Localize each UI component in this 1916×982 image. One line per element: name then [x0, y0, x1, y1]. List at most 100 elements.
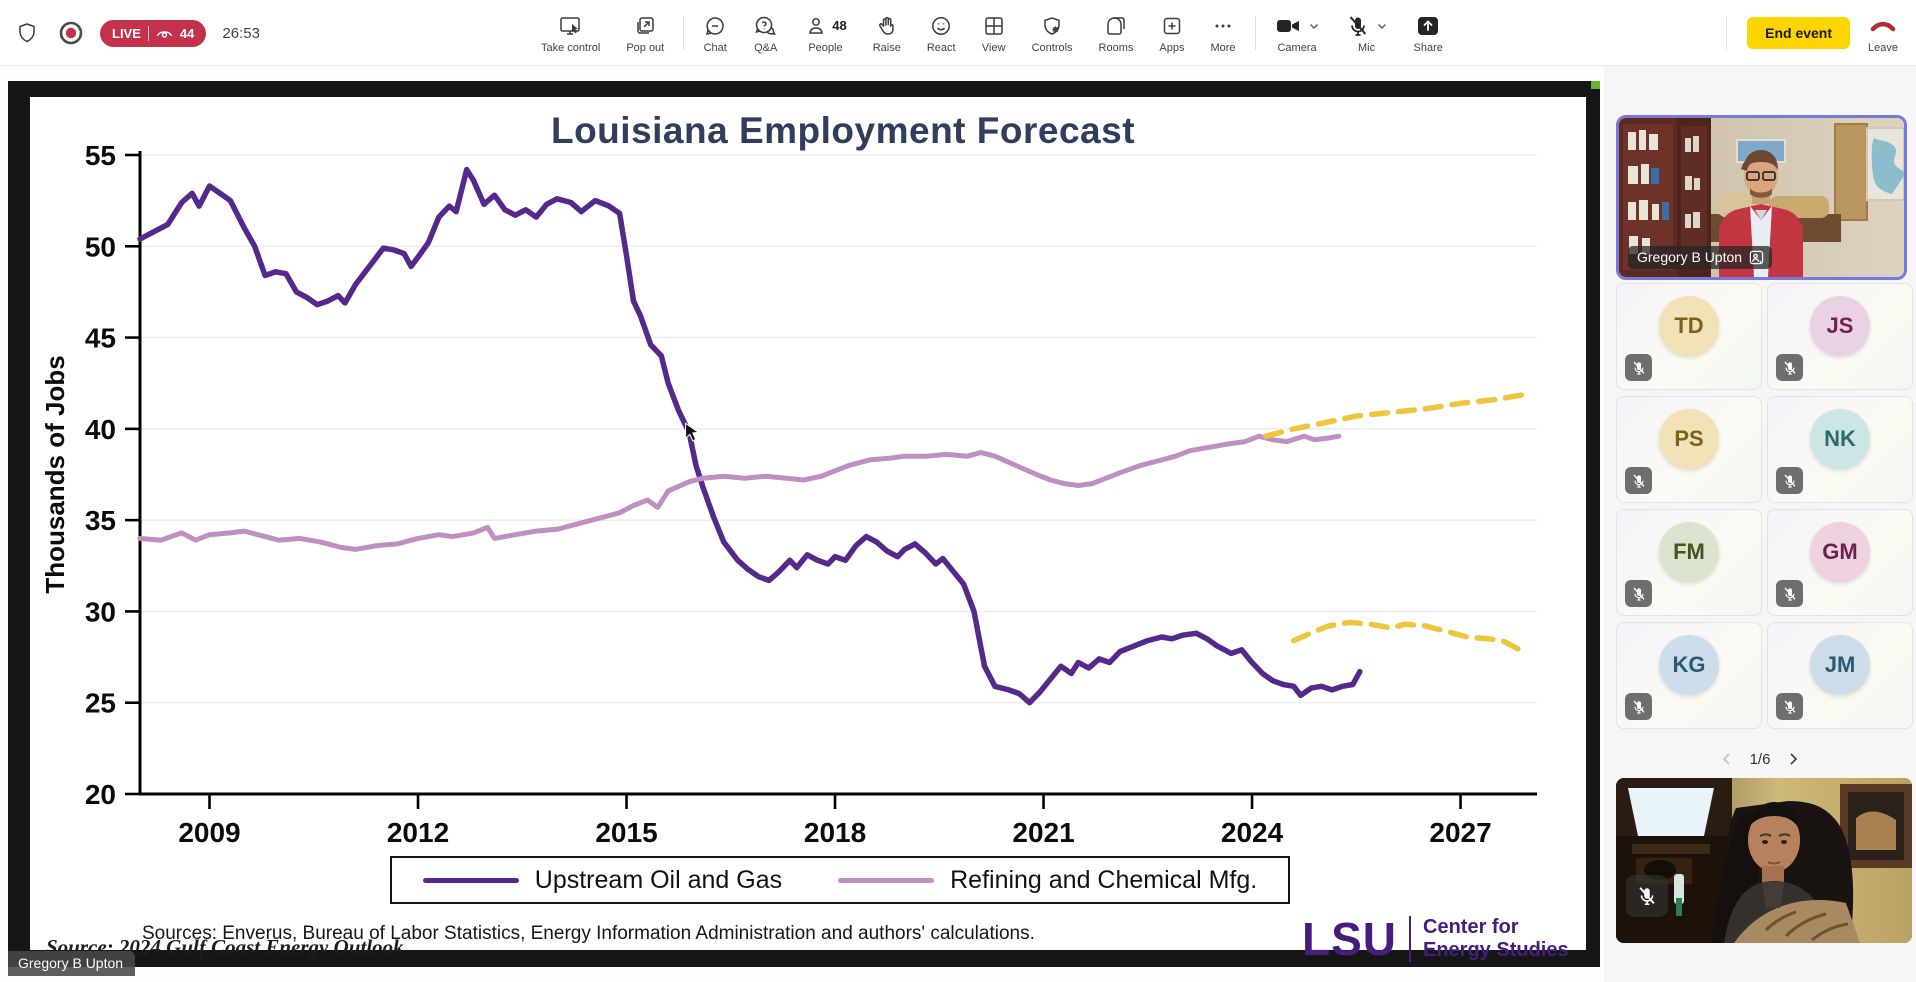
x-tick-label: 2012	[387, 817, 449, 848]
chart-title: Louisiana Employment Forecast	[550, 110, 1136, 151]
avatar: PS	[1659, 409, 1719, 469]
people-count-badge: 48	[832, 18, 847, 33]
camera-chevron-down-icon[interactable]	[1308, 20, 1320, 32]
people-icon	[809, 17, 824, 34]
end-event-button[interactable]: End event	[1747, 17, 1851, 49]
employment-forecast-chart: 20 25 30 35 40 45 50 55 2009 2012 2015 2018 2021 2024…	[40, 140, 1537, 848]
chat-label: Chat	[703, 41, 727, 54]
legend-entry-upstream: Upstream Oil and Gas	[422, 866, 782, 895]
refining-line-swatch	[838, 877, 935, 883]
x-tick-label: 2021	[1012, 817, 1074, 848]
people-button[interactable]: 48 People	[791, 3, 859, 63]
live-badge: LIVE 44	[100, 19, 207, 47]
more-button[interactable]: More	[1197, 3, 1248, 63]
view-label: View	[981, 41, 1006, 54]
mic-muted-badge	[1625, 467, 1652, 494]
pager-page-indicator: 1/6	[1749, 750, 1771, 768]
leave-button[interactable]: Leave	[1864, 3, 1902, 63]
participant-tile-jm[interactable]: JM	[1767, 622, 1913, 729]
lsu-ces-logo: LSU Center for Energy Studies	[1302, 912, 1569, 966]
series-4-line	[1290, 619, 1530, 657]
raise-hand-icon	[878, 16, 894, 35]
share-button[interactable]: Share	[1401, 3, 1456, 63]
take-control-button[interactable]: Take control	[528, 3, 613, 63]
y-tick-label: 40	[85, 414, 116, 445]
x-tick-label: 2009	[178, 817, 240, 848]
security-shield-icon[interactable]	[12, 18, 42, 48]
sharing-indicator	[1591, 81, 1600, 89]
chart-sources-note: Sources: Enverus, Bureau of Labor Statis…	[142, 923, 1035, 944]
attendee-video-tile[interactable]	[1616, 778, 1912, 943]
x-tick-label: 2024	[1221, 817, 1284, 848]
share-label: Share	[1413, 41, 1443, 54]
legend-entry-refining: Refining and Chemical Mfg.	[838, 866, 1257, 895]
qa-label: Q&A	[754, 41, 778, 54]
avatar: NK	[1810, 409, 1870, 469]
pager-previous-icon[interactable]	[1720, 752, 1734, 766]
y-axis-title: Thousands of Jobs	[40, 355, 70, 593]
controls-button[interactable]: Controls	[1019, 3, 1086, 63]
react-button[interactable]: React	[914, 3, 969, 63]
series-2-line	[137, 433, 1342, 552]
participant-tile-ps[interactable]: PS	[1616, 396, 1762, 503]
mic-muted-badge	[1776, 354, 1803, 381]
presenter-name-tag: Gregory B Upton	[8, 951, 136, 976]
controls-label: Controls	[1031, 41, 1073, 54]
avatar: JS	[1810, 296, 1870, 356]
upstream-line-swatch	[422, 877, 519, 883]
participant-tile-fm[interactable]: FM	[1616, 509, 1762, 616]
mic-muted-badge	[1625, 354, 1652, 381]
mouse-cursor	[685, 422, 700, 442]
speaker-name-tag: Gregory B Upton	[1628, 246, 1773, 269]
qa-button[interactable]: Q&A	[740, 3, 791, 63]
apps-button[interactable]: Apps	[1146, 3, 1197, 63]
toolbar-divider	[1726, 16, 1728, 50]
y-tick-label: 50	[85, 231, 116, 262]
toolbar-divider	[683, 16, 685, 50]
live-divider	[147, 25, 149, 41]
mic-label: Mic	[1357, 41, 1376, 54]
y-tick-label: 25	[85, 688, 116, 719]
pop-out-icon	[637, 16, 655, 34]
apps-label: Apps	[1159, 41, 1185, 54]
viewers-eye-icon	[156, 30, 173, 38]
spotlight-icon[interactable]	[1749, 250, 1764, 265]
chat-icon	[706, 16, 724, 35]
leave-label: Leave	[1868, 41, 1898, 54]
avatar: GM	[1810, 522, 1870, 582]
take-control-label: Take control	[541, 41, 601, 54]
chart-legend: Upstream Oil and Gas Refining and Chemic…	[390, 856, 1290, 904]
apps-plus-icon	[1163, 17, 1181, 34]
x-tick-label: 2018	[804, 817, 866, 848]
rooms-button[interactable]: Rooms	[1086, 3, 1147, 63]
chat-button[interactable]: Chat	[690, 3, 740, 63]
participant-tile-td[interactable]: TD	[1616, 283, 1762, 390]
view-button[interactable]: View	[969, 3, 1019, 63]
viewer-count: 44	[179, 25, 195, 41]
speaker-video-tile[interactable]: Gregory B Upton	[1616, 115, 1907, 280]
rooms-label: Rooms	[1098, 41, 1134, 54]
participant-tile-nk[interactable]: NK	[1767, 396, 1913, 503]
series-1-line	[137, 166, 1363, 706]
camera-button[interactable]: Camera	[1262, 3, 1333, 63]
raise-hand-button[interactable]: Raise	[860, 3, 914, 63]
participant-tile-gm[interactable]: GM	[1767, 509, 1913, 616]
participant-tile-kg[interactable]: KG	[1616, 622, 1762, 729]
participant-tile-js[interactable]: JS	[1767, 283, 1913, 390]
mic-muted-icon	[1349, 15, 1366, 36]
y-tick-label: 55	[85, 140, 116, 171]
pop-out-button[interactable]: Pop out	[613, 3, 677, 63]
lsu-logotype: LSU	[1302, 913, 1397, 965]
refining-legend-label: Refining and Chemical Mfg.	[950, 865, 1258, 894]
shared-slide: 20 25 30 35 40 45 50 55 2009 2012 2015 2018 2021 2024…	[30, 97, 1586, 965]
record-indicator-icon[interactable]	[56, 18, 86, 48]
mic-muted-badge	[1625, 693, 1652, 720]
people-label: People	[808, 41, 843, 54]
mic-button[interactable]: Mic	[1333, 3, 1401, 63]
pager-next-icon[interactable]	[1786, 752, 1800, 766]
more-ellipsis-icon	[1215, 24, 1231, 27]
mic-chevron-down-icon[interactable]	[1376, 20, 1388, 32]
y-tick-label: 35	[85, 505, 116, 536]
meeting-stage: 20 25 30 35 40 45 50 55 2009 2012 2015 2018 2021 2024…	[0, 66, 1916, 982]
